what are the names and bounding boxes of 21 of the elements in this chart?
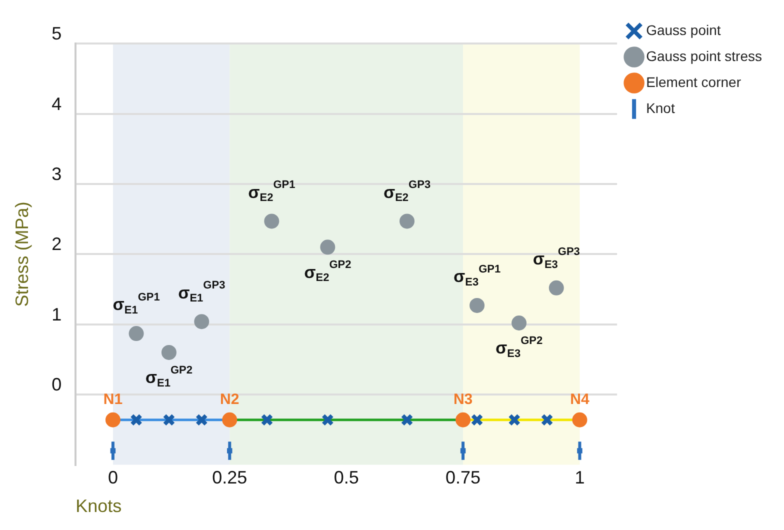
x-tick-label: 0.25 [212,468,248,488]
annotation: N3 [453,391,473,408]
x-tick-label: 0.75 [446,468,481,488]
x-tick-label: 1 [574,468,585,488]
y-tick-label: 4 [52,94,62,114]
legend-label: Gauss point [646,22,721,38]
y-tick-label: 0 [52,374,62,395]
legend-label: Element corner [646,74,742,90]
annotation: N1 [103,391,123,408]
y-tick-label: 3 [52,164,62,184]
x-tick-label: 0.5 [334,468,359,488]
x-axis-title: Knots [76,496,122,516]
annotation: N2 [220,391,240,408]
x-tick-label: 0 [108,468,118,488]
legend-label: Knot [646,100,675,116]
y-axis-title: Stress (MPa) [12,202,32,307]
y-tick-label: 2 [52,234,62,254]
y-tick-label: 1 [52,304,62,324]
legend-label: Gauss point stress [646,48,762,64]
y-tick-label: 5 [52,24,62,44]
annotation: N4 [570,391,590,408]
